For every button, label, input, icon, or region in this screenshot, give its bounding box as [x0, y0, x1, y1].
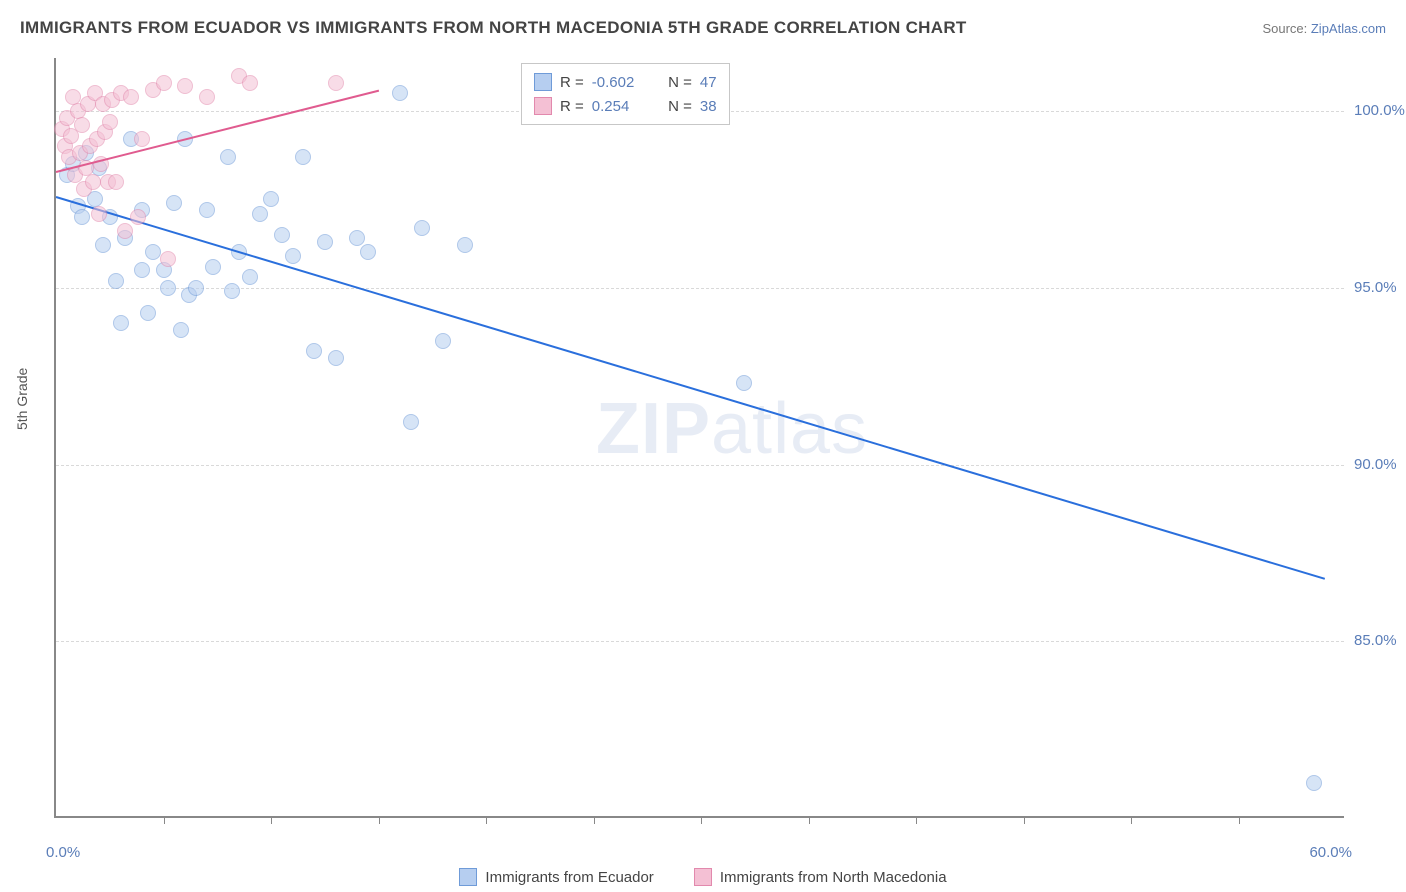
- x-minor-tick: [1131, 816, 1132, 824]
- y-tick-label: 100.0%: [1354, 102, 1406, 119]
- x-minor-tick: [809, 816, 810, 824]
- x-minor-tick: [271, 816, 272, 824]
- data-point: [156, 75, 172, 91]
- source-prefix: Source:: [1262, 21, 1310, 36]
- data-point: [205, 259, 221, 275]
- gridline-h: [56, 288, 1344, 289]
- legend-swatch: [534, 97, 552, 115]
- source-link[interactable]: ZipAtlas.com: [1311, 21, 1386, 36]
- data-point: [134, 131, 150, 147]
- source-attribution: Source: ZipAtlas.com: [1262, 21, 1386, 36]
- y-tick-label: 90.0%: [1354, 456, 1406, 473]
- data-point: [160, 280, 176, 296]
- legend-bottom: Immigrants from Ecuador Immigrants from N…: [0, 868, 1406, 886]
- stats-legend-row: R = -0.602 N = 47: [534, 70, 717, 94]
- data-point: [457, 237, 473, 253]
- x-minor-tick: [701, 816, 702, 824]
- data-point: [74, 117, 90, 133]
- data-point: [328, 350, 344, 366]
- data-point: [317, 234, 333, 250]
- legend-label: Immigrants from North Macedonia: [720, 869, 947, 886]
- r-value: -0.602: [592, 74, 652, 91]
- data-point: [173, 322, 189, 338]
- data-point: [328, 75, 344, 91]
- r-label: R =: [560, 98, 584, 115]
- data-point: [392, 85, 408, 101]
- data-point: [102, 114, 118, 130]
- data-point: [403, 414, 419, 430]
- x-minor-tick: [486, 816, 487, 824]
- data-point: [160, 251, 176, 267]
- n-label: N =: [660, 98, 692, 115]
- stats-legend: R = -0.602 N = 47R = 0.254 N = 38: [521, 63, 730, 125]
- gridline-h: [56, 641, 1344, 642]
- data-point: [166, 195, 182, 211]
- data-point: [274, 227, 290, 243]
- data-point: [295, 149, 311, 165]
- y-axis-label: 5th Grade: [14, 368, 30, 430]
- legend-swatch: [459, 868, 477, 886]
- data-point: [188, 280, 204, 296]
- n-value: 47: [700, 74, 717, 91]
- y-tick-label: 85.0%: [1354, 632, 1406, 649]
- x-minor-tick: [1239, 816, 1240, 824]
- data-point: [134, 262, 150, 278]
- data-point: [108, 273, 124, 289]
- data-point: [736, 375, 752, 391]
- data-point: [177, 78, 193, 94]
- gridline-h: [56, 465, 1344, 466]
- data-point: [117, 223, 133, 239]
- data-point: [123, 89, 139, 105]
- data-point: [414, 220, 430, 236]
- data-point: [242, 75, 258, 91]
- r-label: R =: [560, 74, 584, 91]
- data-point: [95, 237, 111, 253]
- r-value: 0.254: [592, 98, 652, 115]
- legend-label: Immigrants from Ecuador: [485, 869, 653, 886]
- data-point: [285, 248, 301, 264]
- y-tick-label: 95.0%: [1354, 279, 1406, 296]
- plot-canvas: ZIPatlas 85.0%90.0%95.0%100.0%R = -0.602…: [54, 58, 1344, 818]
- data-point: [435, 333, 451, 349]
- x-tick-max: 60.0%: [1309, 844, 1352, 861]
- data-point: [224, 283, 240, 299]
- data-point: [242, 269, 258, 285]
- x-minor-tick: [916, 816, 917, 824]
- data-point: [85, 174, 101, 190]
- x-minor-tick: [379, 816, 380, 824]
- data-point: [220, 149, 236, 165]
- x-minor-tick: [164, 816, 165, 824]
- data-point: [113, 315, 129, 331]
- plot-area: ZIPatlas 85.0%90.0%95.0%100.0%R = -0.602…: [54, 58, 1344, 818]
- data-point: [145, 244, 161, 260]
- trend-line: [56, 196, 1325, 580]
- data-point: [263, 191, 279, 207]
- legend-swatch: [534, 73, 552, 91]
- data-point: [130, 209, 146, 225]
- chart-title: IMMIGRANTS FROM ECUADOR VS IMMIGRANTS FR…: [20, 18, 967, 38]
- x-minor-tick: [594, 816, 595, 824]
- data-point: [199, 202, 215, 218]
- legend-item: Immigrants from Ecuador: [459, 868, 653, 886]
- x-minor-tick: [1024, 816, 1025, 824]
- data-point: [360, 244, 376, 260]
- n-value: 38: [700, 98, 717, 115]
- watermark-bold: ZIP: [596, 389, 711, 469]
- stats-legend-row: R = 0.254 N = 38: [534, 94, 717, 118]
- data-point: [74, 209, 90, 225]
- data-point: [306, 343, 322, 359]
- data-point: [199, 89, 215, 105]
- data-point: [349, 230, 365, 246]
- data-point: [1306, 775, 1322, 791]
- n-label: N =: [660, 74, 692, 91]
- x-tick-min: 0.0%: [46, 844, 80, 861]
- title-bar: IMMIGRANTS FROM ECUADOR VS IMMIGRANTS FR…: [20, 18, 1386, 38]
- legend-swatch: [694, 868, 712, 886]
- data-point: [108, 174, 124, 190]
- data-point: [91, 206, 107, 222]
- data-point: [140, 305, 156, 321]
- legend-item: Immigrants from North Macedonia: [694, 868, 947, 886]
- data-point: [252, 206, 268, 222]
